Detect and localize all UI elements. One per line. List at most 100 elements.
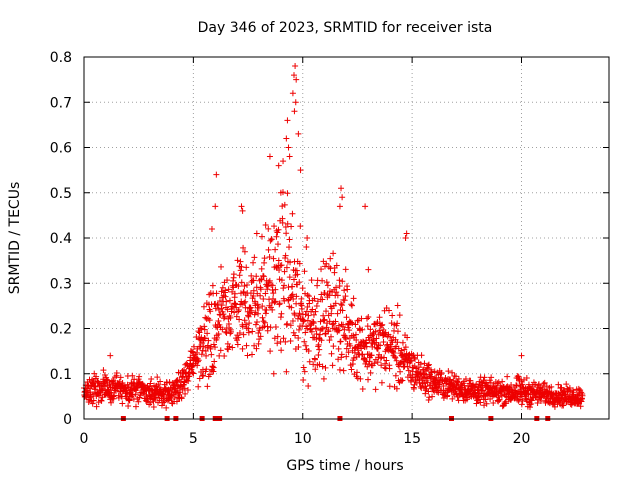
- data-point: [408, 378, 415, 385]
- data-point: [323, 308, 330, 315]
- data-point: [365, 266, 372, 273]
- data-point: [239, 323, 246, 330]
- data-point: [190, 343, 197, 350]
- data-point: [328, 310, 335, 317]
- data-point: [422, 390, 429, 397]
- data-point: [272, 246, 279, 253]
- data-point: [391, 353, 398, 360]
- data-point: [288, 223, 295, 230]
- data-point: [296, 279, 303, 286]
- data-point: [318, 291, 325, 298]
- data-point: [289, 210, 296, 217]
- data-point: [386, 307, 393, 314]
- data-point: [290, 296, 297, 303]
- data-point: [213, 290, 220, 297]
- data-point: [224, 277, 231, 284]
- data-point: [195, 383, 202, 390]
- data-point: [260, 296, 267, 303]
- data-point: [261, 319, 268, 326]
- data-point: [190, 370, 197, 377]
- data-point: [213, 171, 220, 178]
- data-point: [292, 99, 299, 106]
- data-point: [275, 257, 282, 264]
- data-point: [518, 352, 525, 359]
- data-point: [265, 246, 272, 253]
- data-point: [329, 362, 336, 369]
- data-point: [347, 342, 354, 349]
- data-point: [334, 310, 341, 317]
- data-point: [289, 90, 296, 97]
- data-point: [116, 378, 123, 385]
- data-point: [240, 331, 247, 338]
- x-axis-ticks: 0 5 10 15 20: [80, 57, 530, 447]
- data-point: [289, 283, 296, 290]
- data-point: [310, 311, 317, 318]
- data-point: [293, 293, 300, 300]
- data-point: [202, 314, 209, 321]
- data-point: [185, 377, 192, 384]
- data-point: [495, 393, 502, 400]
- data-point: [266, 153, 273, 160]
- data-point: [558, 384, 565, 391]
- data-point: [321, 289, 328, 296]
- data-point: [163, 379, 170, 386]
- data-point: [425, 362, 432, 369]
- data-point: [98, 397, 105, 404]
- data-point: [375, 345, 381, 352]
- data-point: [136, 373, 143, 380]
- data-point: [125, 403, 132, 410]
- data-point: [218, 302, 225, 309]
- data-point: [226, 343, 233, 350]
- data-point: [394, 302, 401, 309]
- data-point: [392, 372, 399, 379]
- data-point: [222, 328, 229, 335]
- y-tick-label: 0.4: [50, 231, 72, 247]
- data-point: [281, 201, 288, 208]
- data-point: [370, 335, 377, 342]
- data-point: [259, 303, 266, 310]
- data-point: [365, 314, 372, 321]
- data-point: [219, 326, 226, 333]
- data-point: [443, 377, 450, 384]
- data-point: [329, 321, 336, 328]
- data-point: [226, 297, 233, 304]
- data-point: [206, 291, 213, 298]
- data-point: [350, 355, 357, 362]
- data-point: [515, 373, 522, 380]
- data-point: [288, 292, 295, 299]
- data-point: [249, 351, 255, 358]
- data-point: [284, 190, 291, 197]
- data-point: [262, 310, 269, 317]
- data-point: [227, 314, 234, 321]
- data-point: [483, 400, 490, 407]
- data-point: [413, 365, 420, 372]
- data-point: [295, 344, 302, 351]
- data-point: [309, 306, 316, 313]
- data-point: [245, 329, 252, 336]
- data-point: [404, 363, 411, 370]
- data-point: [259, 314, 266, 321]
- data-point: [323, 260, 330, 267]
- data-point: [148, 376, 155, 383]
- data-point: [320, 312, 327, 319]
- data-point: [462, 376, 469, 383]
- data-point: [354, 369, 360, 376]
- data-point: [253, 230, 260, 237]
- data-point: [319, 277, 326, 284]
- data-point: [518, 401, 525, 408]
- data-point: [295, 130, 302, 137]
- data-point: [371, 360, 378, 367]
- data-point: [418, 385, 425, 392]
- data-point: [128, 386, 135, 393]
- data-point: [229, 344, 236, 351]
- data-point: [519, 381, 526, 388]
- data-point: [209, 282, 216, 289]
- data-point: [335, 345, 342, 352]
- data-point: [350, 295, 357, 302]
- data-point: [220, 311, 227, 318]
- data-point: [352, 331, 359, 338]
- data-point: [336, 327, 343, 334]
- data-point: [278, 347, 285, 354]
- data-point: [499, 378, 506, 385]
- data-point: [548, 383, 555, 390]
